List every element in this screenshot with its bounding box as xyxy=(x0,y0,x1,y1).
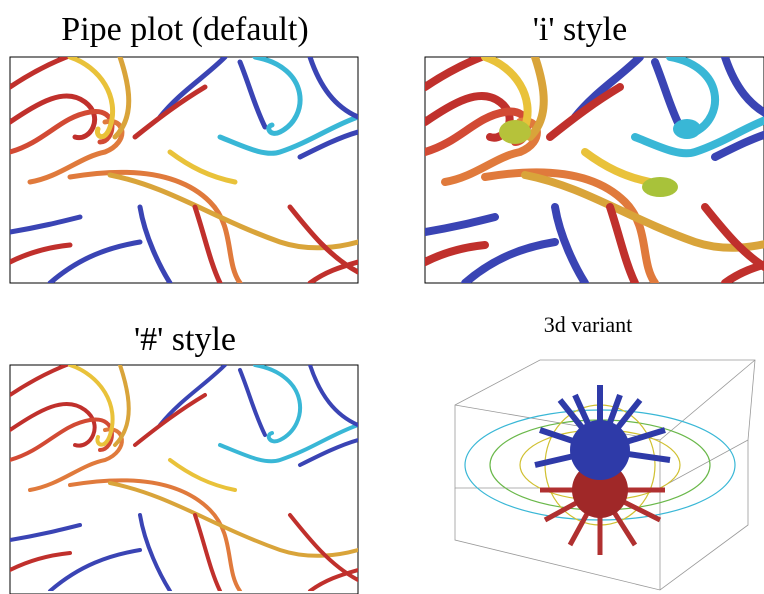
pipes xyxy=(425,57,764,283)
panel-title: 'i' style xyxy=(533,11,627,48)
pipe-blob xyxy=(642,177,678,197)
pipe-blob xyxy=(673,119,701,139)
box-edge xyxy=(454,359,756,590)
panel xyxy=(9,364,359,594)
sphere-blue xyxy=(570,420,630,480)
panel xyxy=(9,56,359,284)
panel-title: 3d variant xyxy=(544,312,633,337)
spike xyxy=(540,487,665,555)
panel-title: Pipe plot (default) xyxy=(61,11,308,48)
spikes-red xyxy=(540,487,665,555)
panel xyxy=(424,56,764,284)
pipe-blob xyxy=(499,120,531,144)
panel-3d xyxy=(454,359,756,591)
panel-title: '#' style xyxy=(134,321,236,358)
